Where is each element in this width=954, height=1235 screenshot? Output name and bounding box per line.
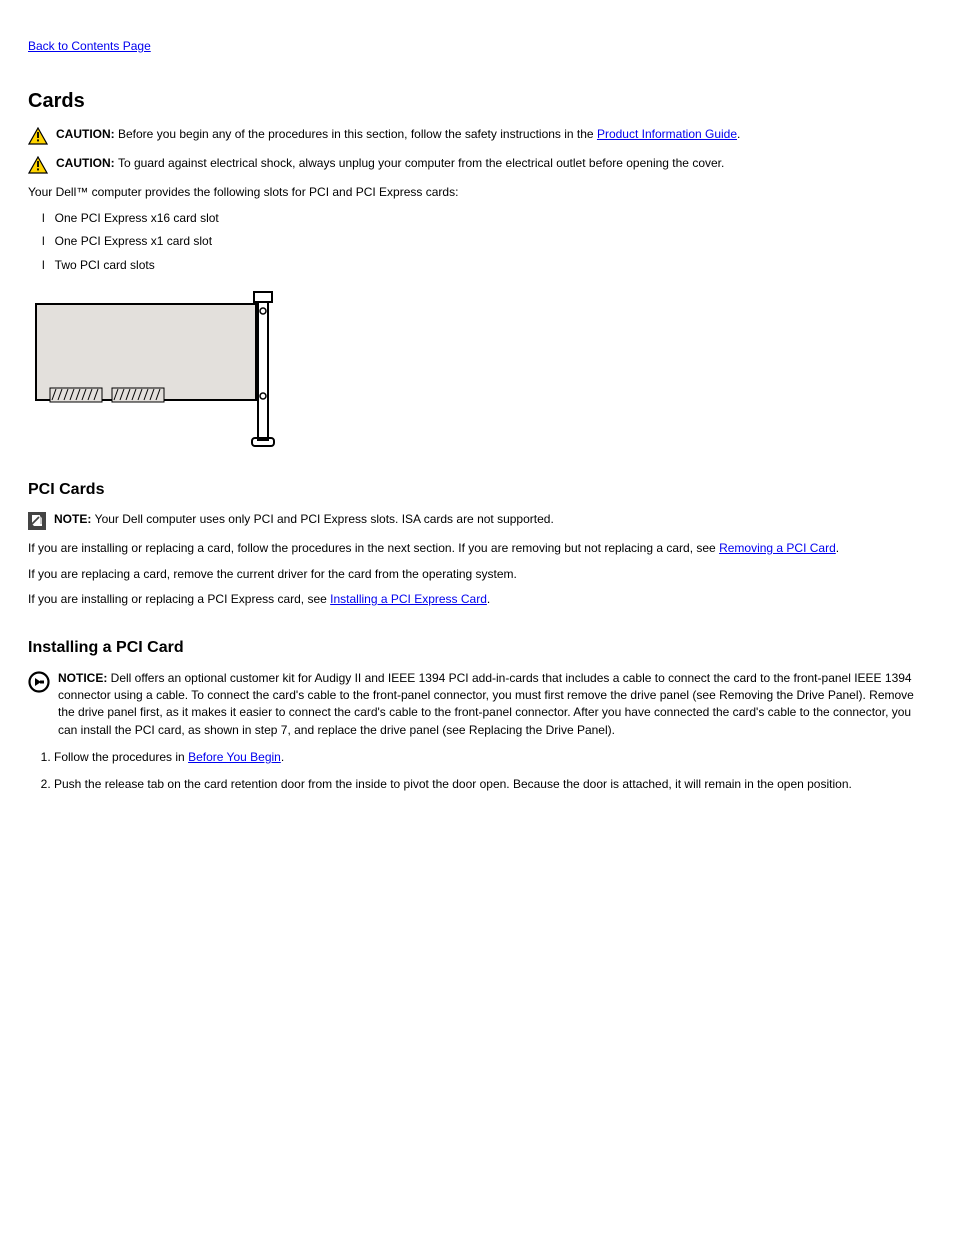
pci-card-illustration bbox=[28, 288, 926, 450]
removing-pci-card-link[interactable]: Removing a PCI Card bbox=[719, 541, 836, 555]
caution-lead: CAUTION: bbox=[56, 127, 118, 141]
notice-lead: NOTICE: bbox=[58, 671, 111, 685]
caution-icon bbox=[28, 127, 48, 145]
replace-driver-text: If you are replacing a card, remove the … bbox=[28, 566, 926, 583]
notice-icon bbox=[28, 671, 50, 693]
caution-text: To guard against electrical shock, alway… bbox=[118, 156, 724, 170]
pci-express-see-text: If you are installing or replacing a PCI… bbox=[28, 591, 926, 608]
bullet-3: lTwo PCI card slots bbox=[28, 257, 926, 274]
caution-icon bbox=[28, 156, 48, 174]
intro-text: Your Dell™ computer provides the followi… bbox=[28, 184, 926, 201]
page-title: Cards bbox=[28, 87, 926, 116]
follow-steps-text: If you are installing or replacing a car… bbox=[28, 540, 926, 557]
bullet-1: lOne PCI Express x16 card slot bbox=[28, 210, 926, 227]
caution-row-1: CAUTION: Before you begin any of the pro… bbox=[28, 126, 926, 145]
product-info-guide-link[interactable]: Product Information Guide bbox=[597, 127, 737, 141]
caution-text-before: Before you begin any of the procedures i… bbox=[118, 127, 597, 141]
install-steps-list: Follow the procedures in Before You Begi… bbox=[36, 749, 926, 794]
note-row: NOTE: Your Dell computer uses only PCI a… bbox=[28, 511, 926, 530]
note-icon bbox=[28, 512, 46, 530]
note-lead: NOTE: bbox=[54, 512, 95, 526]
notice-text: Dell offers an optional customer kit for… bbox=[58, 671, 914, 737]
installing-pci-heading: Installing a PCI Card bbox=[28, 636, 926, 659]
caution-text-after: . bbox=[737, 127, 740, 141]
step-1: Follow the procedures in Before You Begi… bbox=[54, 749, 926, 766]
pci-cards-heading: PCI Cards bbox=[28, 478, 926, 501]
installing-pci-express-link[interactable]: Installing a PCI Express Card bbox=[330, 592, 487, 606]
step-2: Push the release tab on the card retenti… bbox=[54, 776, 926, 793]
breadcrumb-back-link[interactable]: Back to Contents Page bbox=[28, 39, 151, 53]
before-you-begin-link[interactable]: Before You Begin bbox=[188, 750, 281, 764]
note-text: Your Dell computer uses only PCI and PCI… bbox=[95, 512, 554, 526]
bullet-2: lOne PCI Express x1 card slot bbox=[28, 233, 926, 250]
caution-row-2: CAUTION: To guard against electrical sho… bbox=[28, 155, 926, 174]
caution-lead: CAUTION: bbox=[56, 156, 118, 170]
notice-row: NOTICE: Dell offers an optional customer… bbox=[28, 670, 926, 740]
